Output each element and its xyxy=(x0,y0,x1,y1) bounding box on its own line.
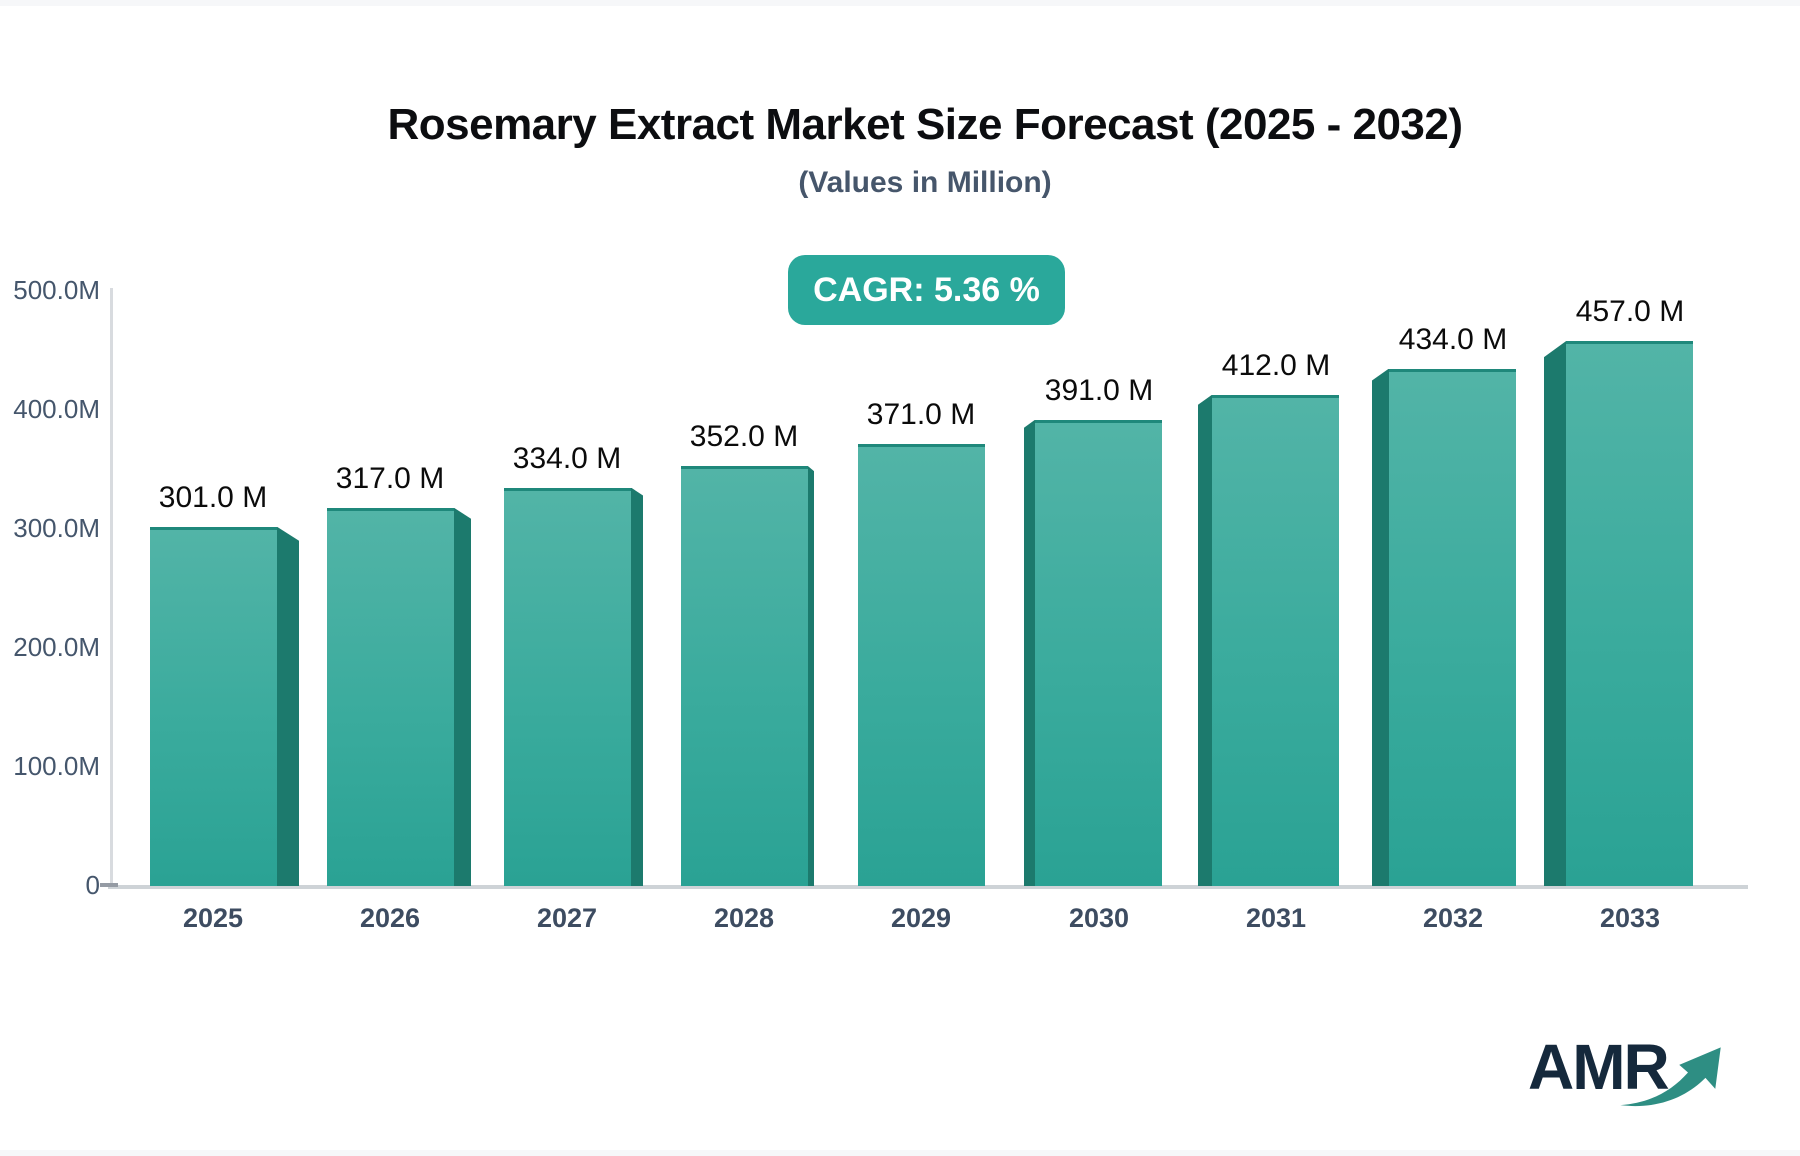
cagr-badge: CAGR: 5.36 % xyxy=(788,255,1065,325)
bar-value-label-2026: 317.0 M xyxy=(335,462,445,495)
x-axis-label-2030: 2030 xyxy=(1068,903,1130,933)
amr-logo-text: AMR xyxy=(1528,1031,1670,1103)
y-axis-tick-label: 0 xyxy=(85,870,100,900)
y-axis-tick-label: 100.0M xyxy=(13,751,100,781)
bar-value-label-2028: 352.0 M xyxy=(689,420,799,453)
bar-value-label-2027: 334.0 M xyxy=(512,442,622,475)
bar-2026 xyxy=(327,507,454,886)
bar-value-label-2025: 301.0 M xyxy=(158,481,268,514)
y-axis-tick-label: 400.0M xyxy=(13,394,100,424)
bar-2032 xyxy=(1389,368,1516,886)
zero-tick-mark xyxy=(100,883,118,887)
bar-value-label-2032: 434.0 M xyxy=(1398,323,1508,356)
x-axis-label-2025: 2025 xyxy=(182,903,244,933)
bar-2031 xyxy=(1212,394,1339,886)
amr-logo: AMR xyxy=(1528,1030,1738,1120)
x-axis-label-2033: 2033 xyxy=(1599,903,1661,933)
bar-2027 xyxy=(504,487,631,886)
x-axis-label-2032: 2032 xyxy=(1422,903,1484,933)
y-axis-tick-label: 500.0M xyxy=(13,275,100,305)
bar-value-label-2031: 412.0 M xyxy=(1221,349,1331,382)
growth-arrow-icon xyxy=(1620,1047,1721,1107)
x-axis-label-2028: 2028 xyxy=(713,903,775,933)
bar-2030 xyxy=(1035,419,1162,886)
bar-3d-side-2033 xyxy=(1544,341,1566,886)
bar-2028 xyxy=(681,466,808,886)
bar-2029 xyxy=(858,443,985,886)
y-axis-tick-label: 200.0M xyxy=(13,632,100,662)
bar-value-label-2033: 457.0 M xyxy=(1575,295,1685,328)
top-edge-strip xyxy=(0,0,1800,6)
bar-value-label-2029: 371.0 M xyxy=(866,398,976,431)
y-axis-tick-label: 300.0M xyxy=(13,513,100,543)
bar-2025 xyxy=(150,526,277,886)
x-axis-label-2027: 2027 xyxy=(536,903,598,933)
x-axis-label-2029: 2029 xyxy=(890,903,952,933)
y-axis-line xyxy=(110,288,113,888)
bar-2033 xyxy=(1566,341,1693,886)
bottom-edge-strip xyxy=(0,1150,1800,1156)
x-axis-label-2031: 2031 xyxy=(1245,903,1307,933)
page-title: Rosemary Extract Market Size Forecast (2… xyxy=(387,100,1463,149)
bar-3d-side-2031 xyxy=(1198,394,1212,886)
bar-3d-side-2032 xyxy=(1372,368,1389,886)
x-axis-baseline xyxy=(108,885,1748,889)
bar-3d-side-2030 xyxy=(1024,419,1035,886)
bar-3d-side-2028 xyxy=(808,466,814,886)
bar-3d-side-2026 xyxy=(454,507,471,886)
bar-3d-side-2025 xyxy=(277,526,299,886)
x-axis-label-2026: 2026 xyxy=(359,903,421,933)
bar-value-label-2030: 391.0 M xyxy=(1044,374,1154,407)
page-subtitle: (Values in Million) xyxy=(798,166,1052,199)
bar-3d-side-2027 xyxy=(631,487,643,886)
